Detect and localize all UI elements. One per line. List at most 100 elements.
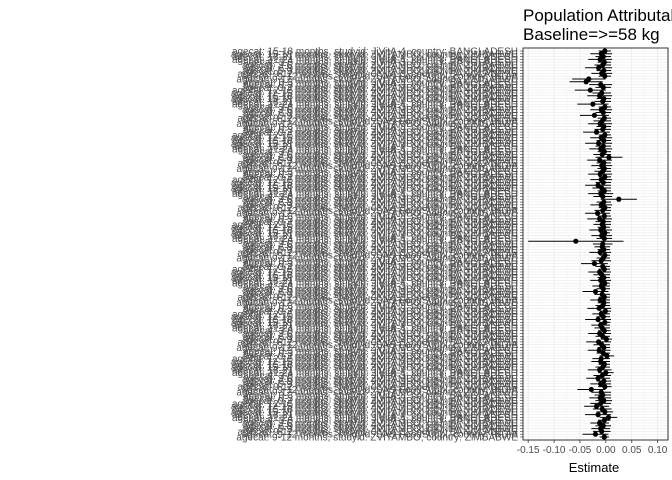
data-point: [601, 123, 607, 130]
y-tick-label: agecat: 12-15 months, studyid: ZVITAMBO,…: [231, 223, 518, 234]
data-point: [596, 305, 602, 311]
y-tick-label: agecat: 3-6 months, studyid: ZVITAMBO, c…: [242, 195, 518, 206]
y-tick-label: agecat: 3-6 months, studyid: JiVitA-3, c…: [243, 192, 518, 203]
y-tick-label: agecat: 0-3 months, studyid: ZVITAMBO, c…: [242, 262, 518, 273]
y-tick-label: agecat: 3-6 months, studyid: ZVITAMBO, c…: [242, 105, 518, 116]
y-tick-label: agecat: 6-9 months, studyid: ZVITAMBO, c…: [242, 111, 518, 122]
data-point: [596, 140, 602, 146]
y-tick-label: agecat: 21-24 months, studyid: JiVitA-4,…: [232, 55, 518, 66]
data-point: [602, 230, 608, 236]
data-point: [601, 149, 607, 155]
y-tick-label: agecat: 12-15 months, studyid: ZVITAMBO,…: [231, 267, 518, 278]
data-point: [601, 59, 607, 65]
data-point: [592, 288, 599, 295]
data-point: [597, 157, 603, 163]
data-point: [603, 336, 609, 342]
data-points: [528, 48, 637, 440]
y-tick-label: agecat: 18-21 months, studyid: JiVitA-4,…: [232, 142, 518, 153]
data-point: [598, 51, 604, 57]
data-point: [603, 370, 609, 376]
data-point: [604, 353, 610, 359]
y-tick-label: agecat: 9-12 months, studyid: ZVITAMBO, …: [236, 388, 518, 399]
y-tick-label: agecat: 9-12 months, studyid: JiVitA-3, …: [238, 293, 519, 304]
y-tick-label: agecat: 6-9 months, studyid: ZVITAMBO, c…: [242, 200, 518, 211]
y-tick-label: agecat: 0-3 months, studyid: ZVITAMBO, c…: [242, 172, 518, 183]
y-tick-label: agecat: 9-12 months, studyid: JiVitA-3, …: [238, 248, 519, 259]
y-tick-label: agecat: 3-6 months, studyid: ZVITAMBO, c…: [242, 60, 518, 71]
y-tick-label: agecat: 3-6 months, studyid: JiVitA-3, c…: [243, 281, 518, 292]
y-tick-label: agecat: 3-6 months, studyid: JiVitA-3, c…: [243, 58, 518, 69]
y-tick-label: agecat: 3-6 months, studyid: ZVITAMBO, c…: [242, 374, 518, 385]
data-point: [601, 199, 607, 205]
y-tick-label: agecat: 9-12 months, studyid: SAS-FoodSu…: [242, 206, 519, 217]
data-point: [601, 213, 607, 219]
data-point: [599, 372, 605, 379]
data-point: [600, 350, 606, 356]
y-tick-label: agecat: 0-3 months, studyid: JiVitA-3, c…: [243, 304, 518, 315]
data-point: [602, 174, 608, 180]
y-tick-label: agecat: 0-3 months, studyid: ZVITAMBO, c…: [242, 396, 518, 407]
y-tick-label: agecat: 9-12 months, studyid: ZVITAMBO, …: [236, 74, 518, 85]
data-point: [597, 330, 603, 337]
data-point: [573, 238, 579, 244]
x-axis-title: Estimate: [569, 460, 620, 475]
y-tick-label: agecat: 3-6 months, studyid: JiVitA-3, c…: [243, 416, 518, 427]
x-tick-label: -0.15: [517, 445, 540, 456]
data-point: [600, 143, 606, 149]
y-tick-label: agecat: 0-3 months, studyid: ZVITAMBO, c…: [242, 217, 518, 228]
y-tick-label: agecat: 3-6 months, studyid: ZVITAMBO, c…: [242, 284, 518, 295]
y-tick-label: agecat: 0-3 months, studyid: JiVitA-3, c…: [243, 122, 518, 133]
y-tick-label: agecat: 0-3 months, studyid: JiVitA-3, c…: [243, 393, 518, 404]
y-tick-label: agecat: 3-6 months, studyid: ZVITAMBO, c…: [242, 150, 518, 161]
y-tick-label: agecat: 12-15 months, studyid: JiVitA-4,…: [232, 399, 518, 410]
data-point: [594, 210, 601, 216]
y-tick-label: agecat: 9-12 months, studyid: SAS-FoodSu…: [242, 295, 519, 306]
data-point: [602, 48, 608, 54]
y-tick-label: agecat: 18-21 months, studyid: JiVitA-4,…: [232, 321, 518, 332]
y-tick-label: agecat: 18-21 months, studyid: JiVitA-4,…: [232, 410, 518, 421]
y-tick-label: agecat: 6-9 months, studyid: ZVITAMBO, c…: [242, 379, 518, 390]
y-tick-label: agecat: 3-6 months, studyid: JiVitA-3, c…: [243, 371, 518, 382]
x-tick-label: 0.10: [648, 445, 668, 456]
y-tick-label: agecat: 12-15 months, studyid: JiVitA-4,…: [232, 175, 518, 186]
y-tick-label: agecat: 0-3 months, studyid: JiVitA-3, c…: [243, 167, 518, 178]
y-tick-label: agecat: 0-3 months, studyid: JiVitA-3, c…: [243, 301, 518, 312]
data-point: [595, 375, 601, 381]
y-tick-label: agecat: 21-24 months, studyid: JiVitA-4,…: [232, 323, 518, 334]
y-tick-label: agecat: 0-3 months, studyid: JiVitA-3, c…: [243, 170, 518, 181]
data-point: [601, 378, 607, 384]
y-tick-label: agecat: 6-9 months, studyid: JiVitA-3, c…: [243, 421, 518, 432]
x-tick-label: -0.05: [569, 445, 592, 456]
y-tick-label: agecat: 15-18 months, studyid: JiVitA-4,…: [232, 270, 518, 281]
y-tick-label: agecat: 18-21 months, studyid: JiVitA-4,…: [232, 97, 518, 108]
y-tick-label: agecat: 21-24 months, studyid: JiVitA-4,…: [232, 234, 518, 245]
y-tick-label: agecat: 0-3 months, studyid: JiVitA-3, c…: [243, 346, 518, 357]
data-point: [616, 196, 622, 202]
y-tick-label: agecat: 9-12 months, studyid: JiVitA-3, …: [238, 158, 519, 169]
y-tick-label: agecat: 15-18 months, studyid: ZVITAMBO,…: [231, 49, 518, 60]
y-tick-label: agecat: 9-12 months, studyid: ZVITAMBO, …: [236, 253, 518, 264]
data-point: [590, 101, 596, 107]
y-tick-label: agecat: 3-6 months, studyid: JiVitA-3, c…: [243, 147, 518, 158]
data-point: [605, 414, 612, 421]
y-tick-label: agecat: 21-24 months, studyid: JiVitA-4,…: [232, 279, 518, 290]
y-tick-label: agecat: 6-9 months, studyid: JiVitA-3, c…: [243, 108, 518, 119]
y-tick-label: agecat: 0-3 months, studyid: JiVitA-3, c…: [243, 256, 518, 267]
y-tick-label: agecat: 15-18 months, studyid: ZVITAMBO,…: [231, 94, 518, 105]
y-tick-label: agecat: 6-9 months, studyid: ZVITAMBO, c…: [242, 424, 518, 435]
y-tick-label: agecat: 18-21 months, studyid: JiVitA-4,…: [232, 186, 518, 197]
chart-title-line-1: Population Attributable: [523, 6, 672, 25]
y-tick-label: agecat: 9-12 months, studyid: SAS-FoodSu…: [242, 430, 519, 441]
data-point: [601, 300, 607, 306]
y-tick-label: agecat: 15-18 months, studyid: ZVITAMBO,…: [231, 318, 518, 329]
y-tick-label: agecat: 12-15 months, studyid: JiVitA-4,…: [232, 86, 518, 97]
y-tick-label: agecat: 12-15 months, studyid: JiVitA-4,…: [232, 130, 518, 141]
y-tick-label: agecat: 0-3 months, studyid: JiVitA-3, c…: [243, 391, 518, 402]
y-tick-label: agecat: 9-12 months, studyid: JiVitA-3, …: [238, 427, 519, 438]
y-tick-label: agecat: 3-6 months, studyid: ZVITAMBO, c…: [242, 419, 518, 430]
data-point: [602, 205, 608, 211]
y-tick-label: agecat: 15-18 months, studyid: ZVITAMBO,…: [231, 139, 518, 150]
y-tick-label: agecat: 12-15 months, studyid: ZVITAMBO,…: [231, 178, 518, 189]
y-axis-tick-labels: agecat: 9-12 months, studyid: ZVITAMBO, …: [231, 47, 523, 444]
